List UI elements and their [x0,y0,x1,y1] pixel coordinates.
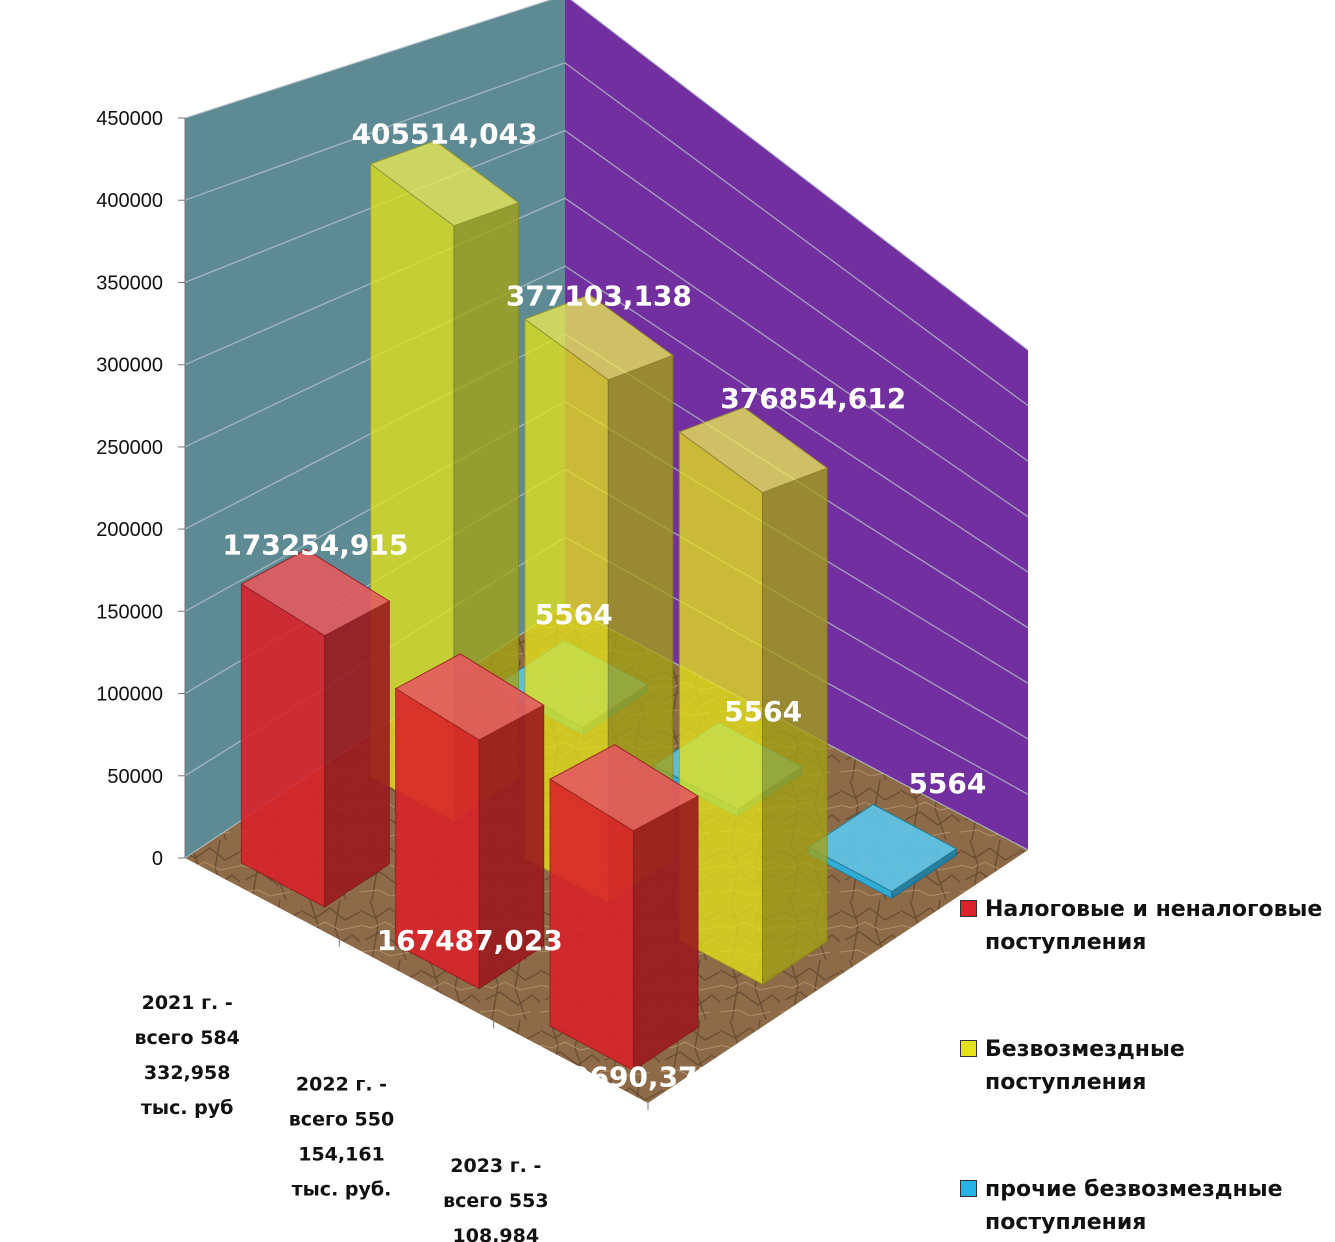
x-axis-labels: 2021 г. -всего 584 332,958 тыс. руб 2022 г.… [134,939,649,1242]
gridline [184,0,1029,351]
gridline [184,265,1029,573]
x-tick-label: 2021 г. -всего 584 332,958 тыс. руб [134,992,239,1119]
bar [240,548,391,908]
legend-swatch-blue [960,1180,977,1197]
data-label: 173254,915 [222,529,408,562]
bar [394,653,545,990]
legend-item-grants: Безвозмездные поступления [960,1033,1325,1099]
data-label: 167487,023 [377,924,563,957]
data-label: 5564 [908,767,986,800]
data-label: 376854,612 [720,382,906,415]
bar-top [394,653,545,741]
bar-top [369,140,520,227]
x-tick-label: 2022 г. -всего 550 154,161 тыс. руб. [289,1074,394,1201]
bar [678,406,829,986]
legend-swatch-red [960,900,977,917]
bar-side [324,600,390,908]
legend-swatch-yellow [960,1040,977,1057]
y-tick-label: 400000 [96,190,163,212]
legend-label: Безвозмездные поступления [985,1037,1185,1095]
legend-label: Налоговые и неналоговые поступления [985,897,1323,955]
y-tick-label: 200000 [96,519,163,541]
gridline [184,197,1029,518]
data-label: 5564 [724,695,802,728]
bar [807,803,958,900]
y-tick-label: 300000 [96,355,163,377]
bar-top [240,548,391,637]
gridline [184,129,1029,462]
legend-item-tax: Налоговые и неналоговые поступления [960,893,1325,959]
data-label: 377103,138 [506,279,692,312]
legend-item-other: прочие безвозмездные поступления [960,1173,1325,1239]
y-tick-label: 250000 [96,437,163,459]
y-tick-label: 0 [152,848,163,870]
y-axis: 0 50000 100000 150000 200000 250000 300000 3500… [96,108,186,870]
legend-label: прочие безвозмездные поступления [985,1177,1283,1235]
y-tick-label: 150000 [96,601,163,623]
bars [240,140,958,1072]
gridline [184,62,1029,407]
bar-front [240,583,326,908]
data-label: 5564 [535,598,613,631]
bar-side [632,795,699,1072]
bar-top [678,406,829,494]
data-labels: 173254,915 167487,023 170690,372 405514,043… [222,117,986,1093]
bar [549,744,700,1072]
y-tick-label: 100000 [96,684,163,706]
bar-top [549,744,700,832]
y-tick-label: 450000 [96,108,163,130]
data-label: 405514,043 [352,117,538,150]
data-label: 170690,372 [531,1061,717,1094]
y-tick-label: 50000 [107,766,163,788]
bar-top [523,294,674,381]
bar-top [807,803,958,893]
y-tick-label: 350000 [96,272,163,294]
